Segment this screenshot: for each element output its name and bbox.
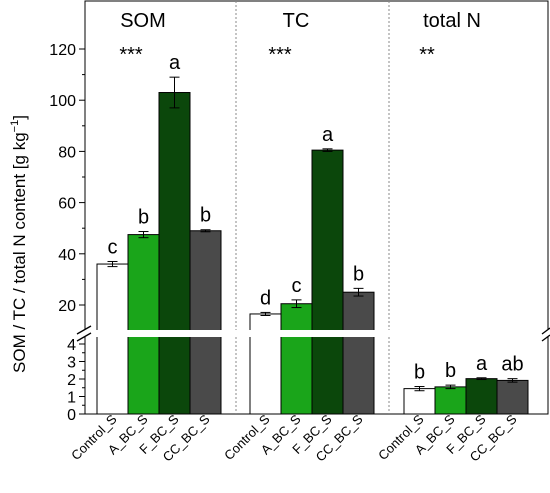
axis-break-mark [76,325,92,335]
significance-letter: b [414,362,425,384]
panel-title: total N [423,10,481,32]
significance-letter: c [292,275,302,297]
bar [96,263,129,415]
y-tick-label: 4 [67,337,76,354]
y-axis-label-main: SOM / TC / total N content [g kg [10,132,29,373]
significance-letter: a [169,52,181,74]
axis-break-mark [541,327,550,335]
bar [189,230,222,415]
significance-letter: b [138,207,149,229]
significance-letter: ab [501,354,523,376]
y-tick-label: 120 [49,42,76,59]
y-axis-label-superscript: −1 [9,120,21,133]
axis-break-mark [541,334,550,342]
significance-stars: *** [119,44,143,66]
bar [311,149,344,415]
significance-letter: d [260,287,271,309]
y-tick-label: 80 [58,144,76,161]
axis-break-gap [77,330,550,337]
bar [280,303,313,415]
bar [465,378,498,415]
significance-letter: a [476,353,488,375]
significance-stars: *** [268,44,292,66]
y-tick-label: 100 [49,93,76,110]
significance-letter: b [445,360,456,382]
significance-letter: a [322,124,334,146]
y-tick-label: 60 [58,196,76,213]
significance-letter: b [200,205,211,227]
y-tick-label: 40 [58,247,76,264]
bar [127,234,160,415]
bar [342,291,375,415]
significance-letter: c [108,236,118,258]
bar [249,313,282,415]
bar [434,386,467,415]
y-axis-label: SOM / TC / total N content [g kg−1] [9,115,29,373]
significance-letter: b [353,263,364,285]
axis-break-mark [76,332,92,342]
y-axis-label-end: ] [10,115,29,120]
panel-title: SOM [120,10,166,32]
bar [158,92,191,415]
significance-stars: ** [419,44,435,66]
y-tick-label: 2 [67,372,76,389]
panel-title: TC [283,10,310,32]
y-tick-label: 1 [67,390,76,407]
bar [403,388,436,415]
y-tick-label: 20 [58,298,76,315]
y-tick-label: 3 [67,355,76,372]
bar [496,379,529,415]
y-tick-label: 0 [67,407,76,424]
